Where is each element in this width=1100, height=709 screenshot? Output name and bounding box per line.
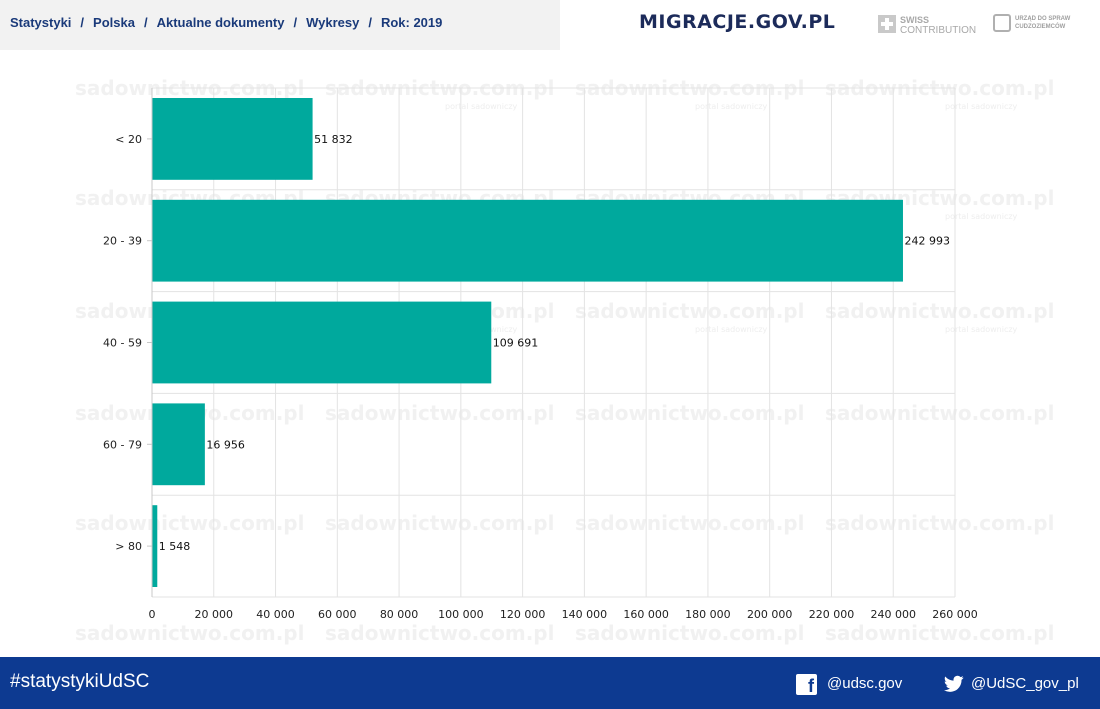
data-label: 109 691 bbox=[493, 337, 539, 350]
swiss-logo-line2: CONTRIBUTION bbox=[900, 25, 977, 36]
breadcrumb-bar: Statystyki / Polska / Aktualne dokumenty / Wyk… bbox=[0, 0, 560, 50]
bar-2 bbox=[152, 301, 492, 384]
breadcrumb: Statystyki / Polska / Aktualne dokumenty / Wyk… bbox=[10, 15, 442, 30]
breadcrumb-separator: / bbox=[80, 15, 85, 30]
breadcrumb-separator: / bbox=[368, 15, 372, 30]
watermark-text: sadownictwo.com.pl bbox=[825, 621, 1054, 645]
facebook-icon: f bbox=[796, 674, 817, 696]
footer-bar: #statystykiUdSC f @udsc.gov @UdSC_gov_pl bbox=[0, 657, 1100, 709]
breadcrumb-separator: / bbox=[293, 15, 298, 30]
x-tick-label: 160 000 bbox=[623, 608, 669, 621]
watermark-text: sadownictwo.com.pl bbox=[825, 401, 1054, 425]
x-tick-label: 20 000 bbox=[195, 608, 234, 621]
watermark-text: sadownictwo.com.pl bbox=[75, 511, 304, 535]
breadcrumb-item-polska[interactable]: Polska bbox=[93, 15, 135, 30]
x-tick-label: 140 000 bbox=[562, 608, 608, 621]
swiss-logo-line1: SWISS bbox=[900, 15, 930, 25]
watermark-subtext: portal sadowniczy bbox=[945, 212, 1018, 221]
udsc-emblem-icon bbox=[993, 14, 1011, 32]
bar-0 bbox=[152, 98, 313, 180]
watermark-subtext: portal sadowniczy bbox=[945, 325, 1018, 334]
swiss-flag-icon bbox=[878, 15, 896, 33]
breadcrumb-item-aktualne-dokumenty[interactable]: Aktualne dokumenty bbox=[156, 15, 285, 30]
bar-chart: sadownictwo.com.pl portal sadowniczy sadow… bbox=[75, 76, 1054, 645]
watermark-subtext: portal sadowniczy bbox=[945, 102, 1018, 111]
twitter-icon bbox=[944, 675, 964, 692]
x-tick-label: 180 000 bbox=[685, 608, 731, 621]
footer-hashtag[interactable]: #statystykiUdSC bbox=[10, 671, 150, 692]
x-tick-label: 100 000 bbox=[438, 608, 484, 621]
watermark-text: sadownictwo.com.pl bbox=[575, 621, 804, 645]
watermark-text: sadownictwo.com.pl bbox=[325, 401, 554, 425]
watermark-subtext: portal sadowniczy bbox=[445, 102, 518, 111]
x-tick-label: 240 000 bbox=[870, 608, 916, 621]
category-label: 60 - 79 bbox=[103, 438, 142, 451]
twitter-handle[interactable]: @UdSC_gov_pl bbox=[971, 675, 1079, 692]
x-tick-label: 80 000 bbox=[380, 608, 419, 621]
facebook-handle[interactable]: @udsc.gov bbox=[827, 675, 903, 692]
x-tick-label: 0 bbox=[149, 608, 156, 621]
x-tick-label: 200 000 bbox=[747, 608, 793, 621]
watermark-text: sadownictwo.com.pl bbox=[825, 511, 1054, 535]
watermark-text: sadownictwo.com.pl bbox=[825, 299, 1054, 323]
udsc-logo-text: URZĄD DO SPRAW CUDZOZIEMCÓW bbox=[1015, 16, 1071, 30]
breadcrumb-separator: / bbox=[143, 15, 148, 30]
bar-3 bbox=[152, 403, 205, 486]
breadcrumb-item-rok: Rok: 2019 bbox=[380, 15, 443, 30]
watermark-text: sadownictwo.com.pl bbox=[325, 511, 554, 535]
watermark-subtext: portal sadowniczy bbox=[695, 102, 768, 111]
data-label: 1 548 bbox=[159, 540, 191, 553]
brand-logo[interactable]: MIGRACJE.GOV.PL bbox=[639, 11, 836, 33]
watermark-text: sadownictwo.com.pl bbox=[575, 511, 804, 535]
x-tick-label: 220 000 bbox=[809, 608, 855, 621]
data-label: 242 993 bbox=[904, 235, 950, 248]
watermark-subtext: portal sadowniczy bbox=[695, 325, 768, 334]
watermark-text: sadownictwo.com.pl bbox=[575, 299, 804, 323]
category-label: 20 - 39 bbox=[103, 235, 142, 248]
breadcrumb-item-wykresy[interactable]: Wykresy bbox=[306, 15, 360, 30]
watermark-text: sadownictwo.com.pl bbox=[75, 621, 304, 645]
x-tick-label: 120 000 bbox=[500, 608, 546, 621]
data-label: 16 956 bbox=[206, 438, 245, 451]
watermark-text: sadownictwo.com.pl bbox=[325, 621, 554, 645]
x-tick-label: 40 000 bbox=[256, 608, 295, 621]
x-tick-label: 60 000 bbox=[318, 608, 357, 621]
data-label: 51 832 bbox=[314, 133, 353, 146]
category-label: < 20 bbox=[115, 133, 142, 146]
category-label: > 80 bbox=[115, 540, 142, 553]
category-label: 40 - 59 bbox=[103, 337, 142, 350]
bar-1 bbox=[152, 199, 903, 282]
x-tick-label: 260 000 bbox=[932, 608, 978, 621]
bar-4 bbox=[152, 505, 158, 587]
breadcrumb-item-statystyki[interactable]: Statystyki bbox=[10, 15, 72, 30]
watermark-text: sadownictwo.com.pl bbox=[575, 401, 804, 425]
